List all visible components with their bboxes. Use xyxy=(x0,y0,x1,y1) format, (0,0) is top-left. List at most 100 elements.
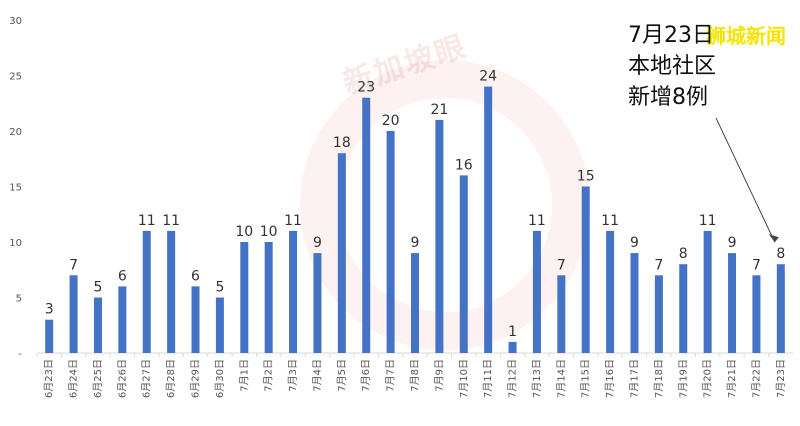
bar xyxy=(362,97,371,353)
bar xyxy=(776,264,785,353)
data-label: 15 xyxy=(577,169,595,185)
x-tick-label: 6月29日 xyxy=(190,359,202,398)
x-tick-label: 7月1日 xyxy=(238,359,250,392)
bar xyxy=(240,242,249,353)
bar xyxy=(435,119,444,354)
annotation-count: 新增8例 xyxy=(628,85,708,110)
bar xyxy=(581,186,590,353)
y-tick-label: 30 xyxy=(9,16,22,27)
x-tick-label: 6月28日 xyxy=(165,359,177,398)
bar xyxy=(630,253,639,353)
bar xyxy=(215,297,224,353)
data-label: 7 xyxy=(654,257,663,273)
bar xyxy=(118,286,127,353)
data-label: 7 xyxy=(752,257,761,273)
data-label: 7 xyxy=(557,257,566,273)
bar xyxy=(69,275,78,353)
x-tick-label: 7月14日 xyxy=(555,359,567,398)
x-tick-label: 7月12日 xyxy=(507,359,519,398)
data-label: 7 xyxy=(69,257,78,273)
x-tick-label: 6月26日 xyxy=(116,359,128,398)
bar xyxy=(459,175,468,353)
data-label: 11 xyxy=(138,213,156,229)
brand-logo: 狮城新闻 xyxy=(706,24,786,48)
data-label: 5 xyxy=(215,280,224,296)
y-tick-label: 15 xyxy=(9,183,22,194)
bar xyxy=(728,253,737,353)
x-tick-label: 7月9日 xyxy=(433,359,445,392)
x-tick-label: 7月2日 xyxy=(263,359,275,392)
bar xyxy=(557,275,566,353)
data-label: 20 xyxy=(382,113,400,129)
x-tick-label: 7月5日 xyxy=(336,359,348,392)
x-tick-label: 7月21日 xyxy=(726,359,738,398)
bar xyxy=(386,131,395,353)
x-tick-label: 7月4日 xyxy=(311,359,323,392)
x-tick-label: 6月25日 xyxy=(92,359,104,398)
data-label: 11 xyxy=(528,213,546,229)
data-label: 3 xyxy=(45,302,54,318)
x-tick-label: 7月10日 xyxy=(458,359,470,398)
y-tick-label: 20 xyxy=(9,127,22,138)
annotation: 7月23日 本地社区 新增8例 xyxy=(628,20,716,113)
data-label: 10 xyxy=(260,224,278,240)
x-tick-label: 7月15日 xyxy=(580,359,592,398)
x-tick-label: 7月16日 xyxy=(604,359,616,398)
bar xyxy=(93,297,102,353)
x-tick-label: 7月7日 xyxy=(385,359,397,392)
data-label: 8 xyxy=(679,246,688,262)
y-tick-label: 5 xyxy=(16,294,22,305)
data-label: 1 xyxy=(508,324,517,340)
data-label: 11 xyxy=(284,213,302,229)
bar xyxy=(45,319,54,353)
bar xyxy=(167,230,176,353)
data-label: 6 xyxy=(191,268,200,284)
bar xyxy=(411,253,419,353)
bar xyxy=(191,286,200,353)
x-tick-label: 7月8日 xyxy=(409,359,421,392)
x-tick-label: 6月24日 xyxy=(68,359,80,398)
data-label: 9 xyxy=(313,235,322,251)
x-tick-label: 7月17日 xyxy=(628,359,640,398)
data-label: 11 xyxy=(162,213,180,229)
bar xyxy=(606,230,615,353)
x-tick-label: 7月11日 xyxy=(482,359,494,398)
bar xyxy=(142,230,151,353)
bar xyxy=(703,230,712,353)
annotation-arrowhead xyxy=(768,234,779,243)
bar xyxy=(654,275,663,353)
x-tick-label: 7月3日 xyxy=(287,359,299,392)
data-label: 10 xyxy=(235,224,253,240)
data-label: 9 xyxy=(411,235,420,251)
data-label: 23 xyxy=(357,80,375,96)
data-label: 9 xyxy=(728,235,737,251)
x-tick-label: 7月18日 xyxy=(653,359,665,398)
y-tick-label: 10 xyxy=(9,238,22,249)
bar xyxy=(313,253,322,353)
x-tick-label: 7月23日 xyxy=(775,359,787,398)
x-tick-label: 6月30日 xyxy=(214,359,226,398)
x-tick-label: 7月22日 xyxy=(750,359,762,398)
x-tick-label: 7月20日 xyxy=(702,359,714,398)
annotation-subject: 本地社区 xyxy=(628,54,717,79)
data-label: 21 xyxy=(430,102,448,118)
data-label: 8 xyxy=(776,246,785,262)
data-label: 16 xyxy=(455,157,473,173)
data-label: 5 xyxy=(94,280,103,296)
annotation-date: 7月23日 xyxy=(628,23,714,48)
data-label: 24 xyxy=(479,69,497,85)
data-label: 6 xyxy=(118,268,127,284)
x-tick-label: 6月27日 xyxy=(141,359,153,398)
data-label: 11 xyxy=(601,213,619,229)
bar xyxy=(679,264,688,353)
y-tick-label: 25 xyxy=(9,72,22,83)
annotation-arrow xyxy=(715,117,776,243)
bar xyxy=(289,230,298,353)
bar xyxy=(337,153,346,353)
x-tick-label: 6月23日 xyxy=(43,359,55,398)
data-label: 18 xyxy=(333,135,351,151)
bar xyxy=(752,275,761,353)
bar xyxy=(484,86,493,353)
